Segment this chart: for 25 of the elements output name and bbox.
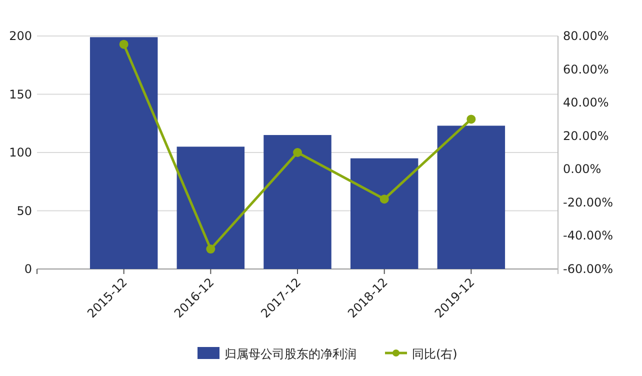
legend-label: 归属母公司股东的净利润 (224, 347, 356, 361)
bar (176, 146, 245, 269)
point (380, 194, 389, 204)
bar (90, 37, 158, 269)
y2-tick-label: 0.00% (563, 162, 602, 176)
y-tick-label: 100 (9, 146, 32, 160)
bar (264, 135, 332, 269)
point (206, 244, 216, 254)
y2-tick-label: 40.00% (563, 96, 609, 110)
y2-tick-label: -20.00% (563, 195, 614, 210)
y2-tick-label: 80.00% (563, 29, 609, 43)
y2-tick-label: 20.00% (563, 128, 609, 143)
point (293, 148, 302, 157)
y-tick-label: 150 (9, 87, 32, 102)
y2-tick-label: -40.00% (563, 228, 614, 243)
y2-tick-label: 60.00% (563, 62, 609, 76)
point (119, 40, 128, 49)
point (466, 114, 476, 124)
y-tick-label: 50 (16, 204, 32, 218)
y-tick-label: 200 (9, 29, 32, 43)
bar (350, 158, 418, 269)
y2-tick-label: -60.00% (563, 262, 614, 276)
legend-label: 同比(右) (412, 347, 458, 361)
y-tick-label: 0 (24, 262, 32, 276)
bar (437, 126, 506, 269)
